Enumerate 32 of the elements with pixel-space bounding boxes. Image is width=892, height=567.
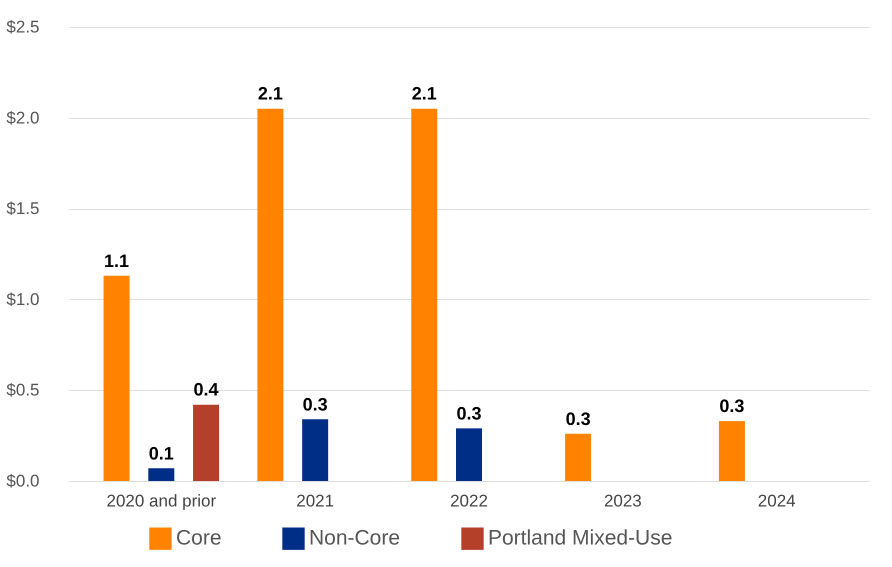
bar — [456, 428, 482, 481]
data-label: 0.1 — [148, 443, 174, 464]
bar — [148, 468, 174, 481]
y-tick-label: $2.0 — [6, 108, 40, 128]
y-tick-label: $0.5 — [6, 380, 40, 400]
y-tick-label: $2.5 — [6, 18, 40, 36]
legend-label: Portland Mixed-Use — [488, 526, 672, 550]
data-label: 0.3 — [302, 394, 328, 414]
data-label: 0.3 — [566, 408, 591, 429]
legend-label: Core — [176, 526, 222, 550]
data-label: 1.1 — [104, 250, 130, 271]
data-label: 0.4 — [194, 380, 219, 400]
y-tick-label: $0.0 — [6, 472, 40, 490]
bar — [193, 404, 220, 481]
x-tick-label: 2022 — [450, 492, 488, 510]
data-label: 2.1 — [258, 84, 283, 104]
legend-label: Non-Core — [309, 526, 400, 550]
data-label: 2.1 — [412, 84, 437, 104]
bar — [718, 421, 745, 481]
data-label: 0.3 — [456, 403, 482, 424]
data-label: 0.3 — [719, 396, 744, 416]
bar — [302, 419, 328, 481]
x-tick-label: 2020 and prior — [106, 492, 216, 510]
y-tick-label: $1.0 — [6, 290, 40, 309]
bar — [104, 276, 130, 481]
x-tick-label: 2021 — [296, 492, 334, 510]
x-tick-label: 2023 — [604, 492, 642, 510]
bar — [565, 434, 592, 481]
bar — [411, 108, 438, 481]
x-tick-label: 2024 — [758, 492, 796, 510]
bar — [257, 108, 284, 481]
y-tick-label: $1.5 — [6, 199, 40, 218]
